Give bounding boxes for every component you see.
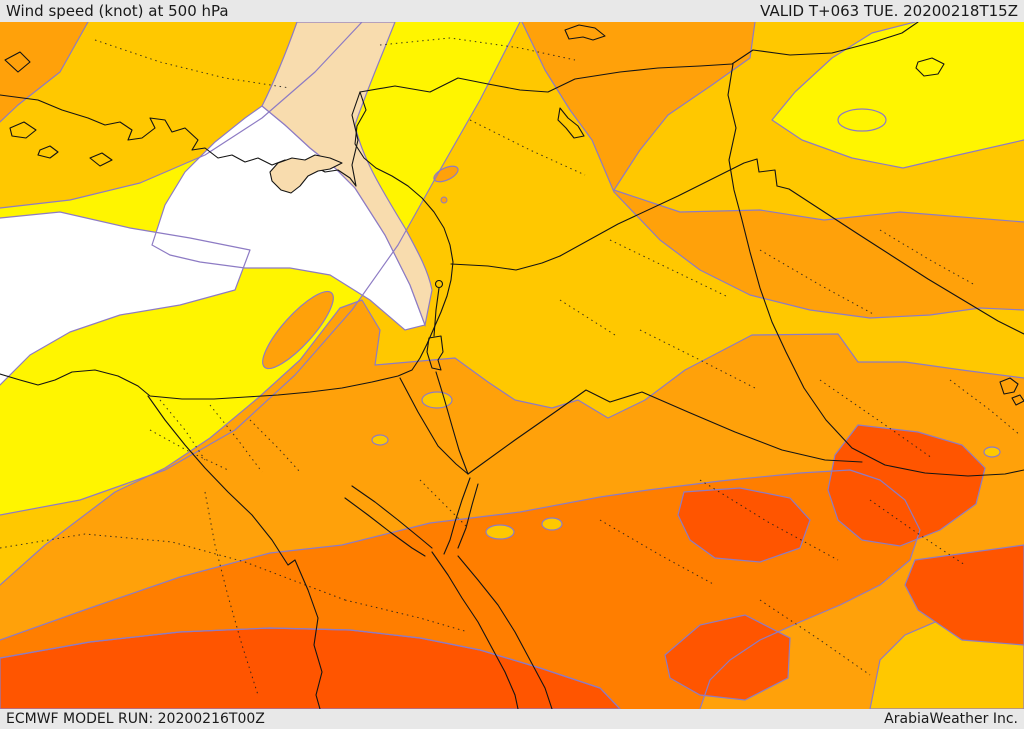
contour-fills bbox=[0, 22, 1024, 709]
map-title: Wind speed (knot) at 500 hPa bbox=[6, 1, 229, 20]
header-bar: Wind speed (knot) at 500 hPa VALID T+063… bbox=[0, 0, 1024, 22]
admin-dotted-boundaries bbox=[0, 37, 1021, 696]
weather-map-canvas bbox=[0, 22, 1024, 709]
attribution-label: ArabiaWeather Inc. bbox=[884, 711, 1018, 727]
valid-time-label: VALID T+063 TUE. 20200218T15Z bbox=[760, 1, 1018, 20]
contour-lines bbox=[0, 22, 1024, 709]
footer-bar: ECMWF MODEL RUN: 20200216T00Z ArabiaWeat… bbox=[0, 709, 1024, 729]
coastlines-and-borders bbox=[0, 22, 1024, 709]
model-run-label: ECMWF MODEL RUN: 20200216T00Z bbox=[6, 711, 265, 727]
